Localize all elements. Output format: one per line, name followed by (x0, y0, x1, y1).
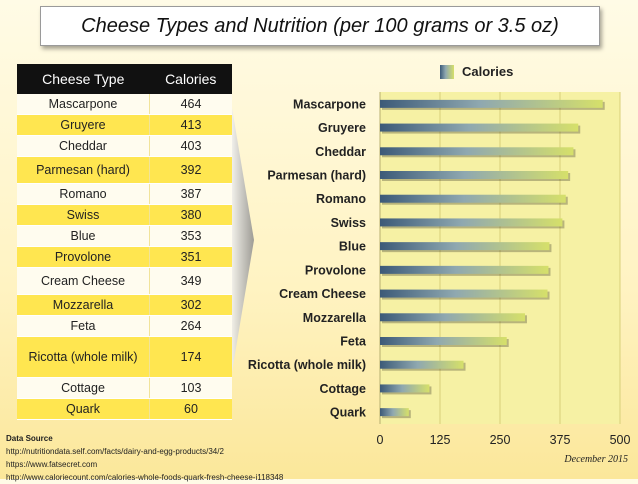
column-header-calories: Calories (149, 64, 232, 94)
x-tick-label: 375 (550, 433, 571, 447)
cell-cheese-type: Parmesan (hard) (17, 156, 150, 184)
bar (380, 289, 548, 298)
bar (380, 171, 569, 179)
cell-calories: 351 (149, 246, 232, 268)
cell-cheese-type: Provolone (17, 246, 150, 268)
bar (380, 242, 550, 251)
data-source-line: http://www.caloriecount.com/calories-who… (6, 473, 284, 482)
bar (380, 194, 566, 203)
bar (380, 218, 563, 227)
cell-cheese-type: Ricotta (whole milk) (17, 336, 150, 378)
date-label: December 2015 (564, 454, 628, 465)
cell-calories: 103 (149, 377, 232, 399)
x-tick-label: 0 (377, 433, 384, 447)
table-header-row: Cheese Type Calories (17, 64, 232, 94)
y-category-label: Parmesan (hard) (267, 169, 366, 183)
cell-cheese-type: Feta (17, 315, 150, 337)
y-category-label: Quark (330, 406, 366, 420)
y-category-label: Feta (340, 335, 367, 349)
y-category-label: Cream Cheese (279, 287, 366, 301)
cell-cheese-type: Blue (17, 225, 150, 247)
y-category-label: Cottage (319, 382, 366, 396)
cell-cheese-type: Cheddar (17, 135, 150, 157)
cell-calories: 380 (149, 204, 232, 226)
y-category-label: Romano (316, 192, 366, 206)
x-tick-label: 500 (610, 433, 631, 447)
table-row: Gruyere 413 (17, 114, 232, 136)
legend-swatch (440, 64, 454, 79)
y-category-label: Swiss (331, 216, 366, 230)
y-category-label: Mascarpone (293, 97, 366, 111)
bar (380, 147, 574, 156)
cell-cheese-type: Romano (17, 183, 150, 205)
title-box: Cheese Types and Nutrition (per 100 gram… (40, 6, 600, 46)
bar (380, 265, 549, 274)
cell-cheese-type: Quark (17, 398, 150, 420)
table-row: Cottage 103 (17, 377, 232, 399)
bar (380, 384, 430, 393)
cell-calories: 387 (149, 183, 232, 205)
cell-calories: 464 (149, 94, 232, 115)
cell-calories: 413 (149, 114, 232, 136)
cell-calories: 392 (149, 156, 232, 184)
bar (380, 313, 525, 322)
bar (380, 337, 507, 345)
cheese-table: Cheese Type Calories Mascarpone 464 Gruyer… (17, 64, 232, 420)
cell-cheese-type: Swiss (17, 204, 150, 226)
y-category-label: Blue (339, 240, 366, 254)
y-category-label: Gruyere (318, 121, 366, 135)
x-tick-label: 125 (430, 433, 451, 447)
table-row: Blue 353 (17, 225, 232, 247)
data-source: Data Source http://nutritiondata.self.co… (6, 432, 283, 484)
legend: Calories (440, 64, 513, 79)
funnel-arrow (232, 108, 254, 372)
bar (380, 99, 603, 108)
table-body: Mascarpone 464 Gruyere 413 Cheddar 403 Parmesa… (17, 94, 232, 420)
x-tick-label: 250 (490, 433, 511, 447)
data-source-line: http://nutritiondata.self.com/facts/dair… (6, 447, 224, 456)
cell-cheese-type: Mascarpone (17, 94, 150, 115)
cell-calories: 174 (149, 336, 232, 378)
table-row: Cream Cheese 349 (17, 267, 232, 295)
cell-cheese-type: Mozzarella (17, 294, 150, 316)
table-row: Cheddar 403 (17, 135, 232, 157)
y-category-label: Cheddar (315, 145, 366, 159)
cell-cheese-type: Cottage (17, 377, 150, 399)
table-row: Feta 264 (17, 315, 232, 337)
table-row: Quark 60 (17, 398, 232, 420)
y-category-label: Ricotta (whole milk) (248, 358, 366, 372)
cell-calories: 403 (149, 135, 232, 157)
cell-calories: 302 (149, 294, 232, 316)
bar (380, 408, 409, 417)
cell-calories: 349 (149, 267, 232, 295)
y-category-label: Provolone (305, 263, 366, 277)
cell-calories: 353 (149, 225, 232, 247)
table-row: Swiss 380 (17, 204, 232, 226)
cell-cheese-type: Cream Cheese (17, 267, 150, 295)
table-row: Romano 387 (17, 183, 232, 205)
cell-cheese-type: Gruyere (17, 114, 150, 136)
table-row: Mozzarella 302 (17, 294, 232, 316)
table-row: Ricotta (whole milk) 174 (17, 336, 232, 378)
chart-title: Cheese Types and Nutrition (per 100 gram… (81, 14, 559, 37)
cell-calories: 264 (149, 315, 232, 337)
table-row: Parmesan (hard) 392 (17, 156, 232, 184)
legend-label: Calories (462, 64, 514, 79)
data-source-header: Data Source (6, 434, 53, 443)
cell-calories: 60 (149, 398, 232, 420)
bar (380, 123, 579, 132)
data-source-line: https://www.fatsecret.com (6, 460, 98, 469)
bar (380, 360, 464, 369)
y-category-label: Mozzarella (303, 311, 367, 325)
column-header-cheese-type: Cheese Type (17, 64, 150, 94)
table-row: Provolone 351 (17, 246, 232, 268)
table-row: Mascarpone 464 (17, 94, 232, 115)
